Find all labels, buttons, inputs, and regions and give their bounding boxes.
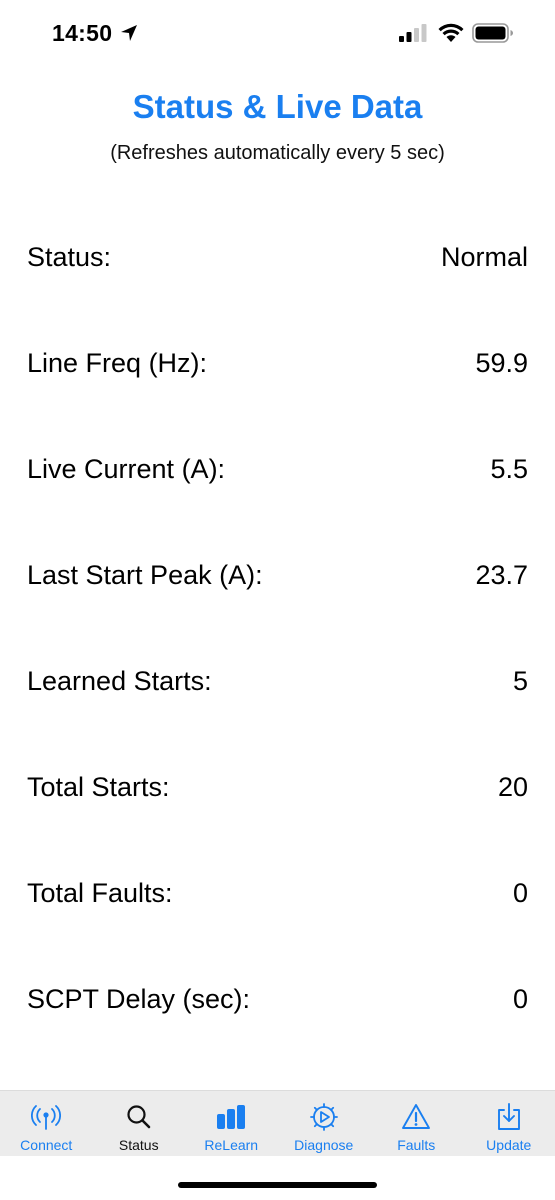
row-line-freq: Line Freq (Hz): 59.9 [27, 339, 528, 445]
row-total-starts: Total Starts: 20 [27, 763, 528, 869]
tab-label: ReLearn [204, 1137, 259, 1153]
row-total-faults: Total Faults: 0 [27, 869, 528, 975]
page-subtitle: (Refreshes automatically every 5 sec) [110, 142, 445, 164]
row-label: SCPT Delay (sec): [27, 984, 251, 1014]
clock: 14:50 [52, 20, 113, 46]
tab-faults[interactable]: Faults [370, 1091, 463, 1156]
row-last-start-peak: Last Start Peak (A): 23.7 [27, 551, 528, 657]
page-title: Status & Live Data [132, 88, 423, 125]
tab-label: Diagnose [294, 1137, 354, 1153]
tab-label: Update [486, 1137, 532, 1153]
tab-status[interactable]: Status [93, 1091, 186, 1156]
row-label: Total Starts: [27, 772, 170, 802]
row-scpt-delay: SCPT Delay (sec): 0 [27, 975, 528, 1081]
tab-update[interactable]: Update [463, 1091, 555, 1156]
row-label: Learned Starts: [27, 666, 212, 696]
row-label: Total Faults: [27, 878, 173, 908]
location-arrow-icon [121, 25, 137, 41]
tab-diagnose[interactable]: Diagnose [278, 1091, 371, 1156]
row-value: 0 [512, 878, 528, 908]
row-value: 0 [512, 984, 528, 1014]
row-value: 23.7 [475, 560, 528, 590]
home-indicator[interactable] [178, 1182, 377, 1188]
battery-icon [472, 23, 513, 43]
wifi-icon [438, 23, 464, 42]
live-data-list: Status: Normal Line Freq (Hz): 59.9 Live… [27, 233, 528, 1081]
magnifier-icon [127, 1105, 151, 1129]
row-live-current: Live Current (A): 5.5 [27, 445, 528, 551]
antenna-icon [31, 1105, 62, 1130]
row-value: 5 [512, 666, 528, 696]
row-label: Last Start Peak (A): [27, 560, 263, 590]
row-label: Live Current (A): [27, 454, 226, 484]
row-label: Line Freq (Hz): [27, 348, 208, 378]
row-value: Normal [440, 242, 528, 272]
row-value: 5.5 [490, 454, 528, 484]
row-status: Status: Normal [27, 233, 528, 339]
tab-connect[interactable]: Connect [0, 1091, 93, 1156]
row-value: 20 [497, 772, 528, 802]
cellular-signal-icon [399, 24, 427, 42]
download-tray-icon [497, 1103, 520, 1130]
tab-label: Status [118, 1137, 159, 1153]
tab-label: Faults [397, 1137, 436, 1153]
bar-chart-icon [217, 1105, 246, 1129]
tab-label: Connect [20, 1137, 73, 1153]
tab-relearn[interactable]: ReLearn [185, 1091, 278, 1156]
warning-triangle-icon [402, 1104, 431, 1129]
gear-play-icon [309, 1103, 338, 1131]
tab-bar: Connect Status ReLearn [0, 1090, 555, 1156]
row-value: 59.9 [475, 348, 528, 378]
row-label: Status: [27, 242, 112, 272]
status-bar: 14:50 [0, 0, 555, 66]
row-learned-starts: Learned Starts: 5 [27, 657, 528, 763]
